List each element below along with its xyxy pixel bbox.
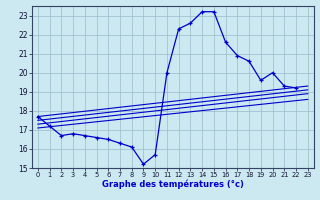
X-axis label: Graphe des températures (°c): Graphe des températures (°c) [102,180,244,189]
